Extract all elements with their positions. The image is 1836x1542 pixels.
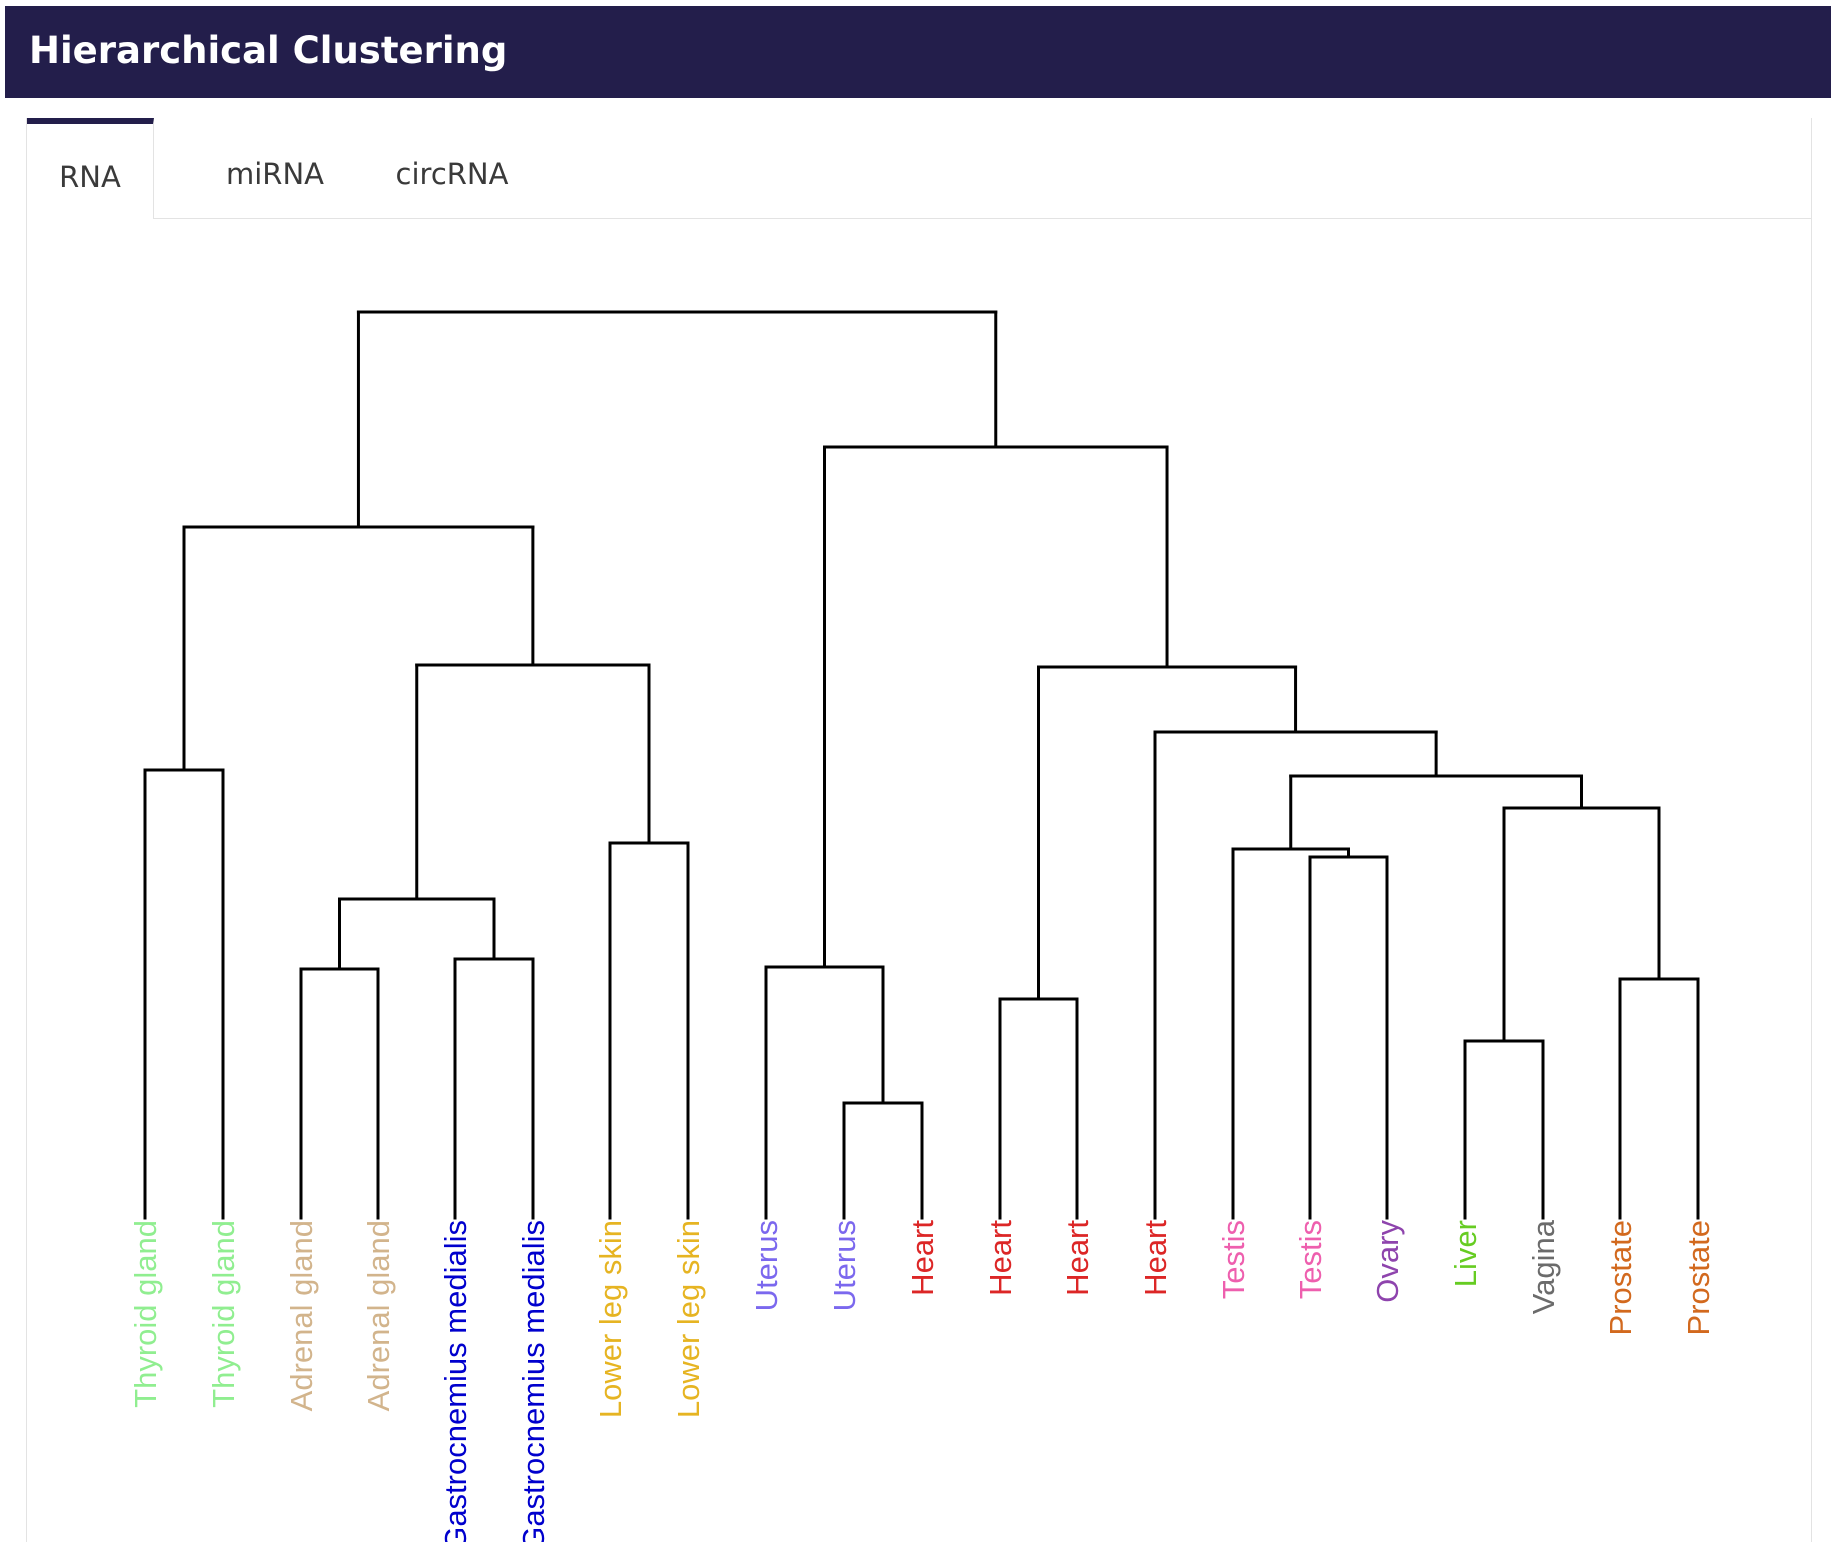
tab-rna[interactable]: RNA xyxy=(27,118,154,219)
leaf-label: Testis xyxy=(1216,1220,1251,1299)
leaf-label: Uterus xyxy=(749,1220,784,1311)
leaf-label: Heart xyxy=(905,1220,940,1296)
clustering-card: RNA miRNA circRNA xyxy=(26,118,1812,1542)
leaf-label: Thyroid gland xyxy=(128,1220,163,1408)
leaf-label: Vagina xyxy=(1526,1219,1561,1314)
leaf-label: Thyroid gland xyxy=(206,1220,241,1408)
tab-mirna[interactable]: miRNA xyxy=(226,157,324,191)
leaf-label: Liver xyxy=(1448,1220,1483,1287)
leaf-label: Ovary xyxy=(1370,1220,1405,1303)
leaf-label: Adrenal gland xyxy=(361,1220,396,1411)
leaf-label: Lower leg skin xyxy=(671,1220,706,1418)
panel-header: Hierarchical Clustering xyxy=(5,6,1831,98)
leaf-label: Prostate xyxy=(1603,1220,1638,1335)
leaf-label: Gastrocnemius medialis xyxy=(516,1220,551,1542)
tab-circrna[interactable]: circRNA xyxy=(395,157,509,191)
leaf-label: Heart xyxy=(1060,1220,1095,1296)
leaf-label: Uterus xyxy=(827,1220,862,1311)
panel-title: Hierarchical Clustering xyxy=(29,29,508,72)
leaf-label: Prostate xyxy=(1681,1220,1716,1335)
leaf-label: Lower leg skin xyxy=(593,1220,628,1418)
leaf-label: Gastrocnemius medialis xyxy=(438,1220,473,1542)
leaf-label: Heart xyxy=(1138,1220,1173,1296)
tab-bar: RNA miRNA circRNA xyxy=(27,118,1811,219)
leaf-label: Heart xyxy=(983,1220,1018,1296)
leaf-label: Testis xyxy=(1293,1220,1328,1299)
leaf-label: Adrenal gland xyxy=(284,1220,319,1411)
